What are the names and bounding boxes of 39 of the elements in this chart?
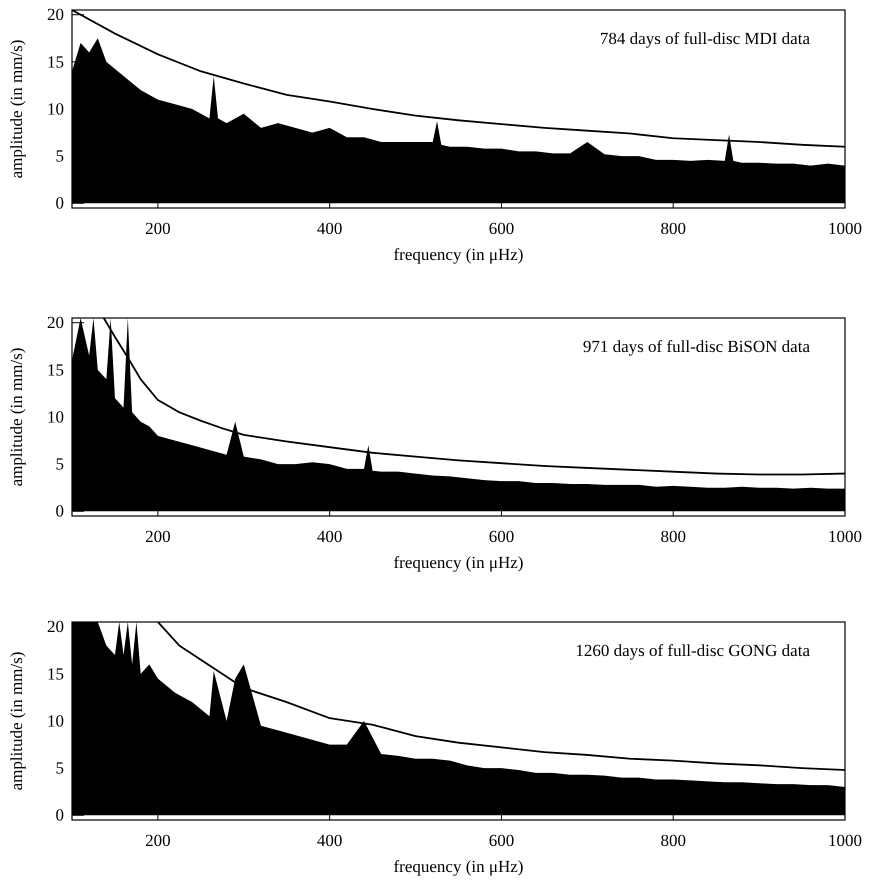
x-axis-title: frequency (in μHz) (394, 245, 524, 264)
x-tick-label: 400 (316, 831, 342, 850)
y-tick-label: 20 (47, 5, 64, 24)
x-tick-label: 800 (660, 527, 686, 546)
x-tick-label: 600 (488, 219, 514, 238)
x-tick-label: 800 (660, 219, 686, 238)
y-tick-label: 10 (47, 407, 64, 426)
x-tick-label: 600 (488, 831, 514, 850)
annotation: 971 days of full-disc BiSON data (582, 337, 810, 356)
x-tick-label: 400 (316, 527, 342, 546)
y-tick-label: 10 (47, 711, 64, 730)
y-tick-label: 10 (47, 99, 64, 118)
y-tick-label: 0 (56, 806, 64, 825)
y-tick-label: 5 (56, 146, 64, 166)
y-tick-label: 0 (56, 502, 64, 521)
y-tick-label: 20 (47, 313, 64, 332)
y-tick-label: 15 (47, 360, 64, 380)
y-axis-title: amplitude (in mm/s) (7, 348, 26, 486)
x-tick-label: 200 (145, 831, 171, 850)
x-axis-title: frequency (in μHz) (394, 857, 524, 876)
x-tick-label: 1000 (828, 219, 862, 238)
x-tick-label: 800 (660, 831, 686, 850)
y-tick-label: 20 (47, 617, 64, 636)
y-tick-label: 5 (56, 758, 64, 778)
x-tick-label: 600 (488, 527, 514, 546)
x-tick-label: 200 (145, 527, 171, 546)
x-axis-title: frequency (in μHz) (394, 553, 524, 572)
y-tick-label: 5 (56, 454, 64, 474)
y-tick-label: 15 (47, 664, 64, 684)
annotation: 784 days of full-disc MDI data (600, 29, 810, 48)
y-tick-label: 0 (56, 194, 64, 213)
x-tick-label: 1000 (828, 831, 862, 850)
x-tick-label: 1000 (828, 527, 862, 546)
x-tick-label: 200 (145, 219, 171, 238)
y-axis-title: amplitude (in mm/s) (7, 40, 26, 178)
annotation: 1260 days of full-disc GONG data (575, 641, 810, 660)
x-tick-label: 400 (316, 219, 342, 238)
y-axis-title: amplitude (in mm/s) (7, 652, 26, 790)
y-tick-label: 15 (47, 52, 64, 72)
